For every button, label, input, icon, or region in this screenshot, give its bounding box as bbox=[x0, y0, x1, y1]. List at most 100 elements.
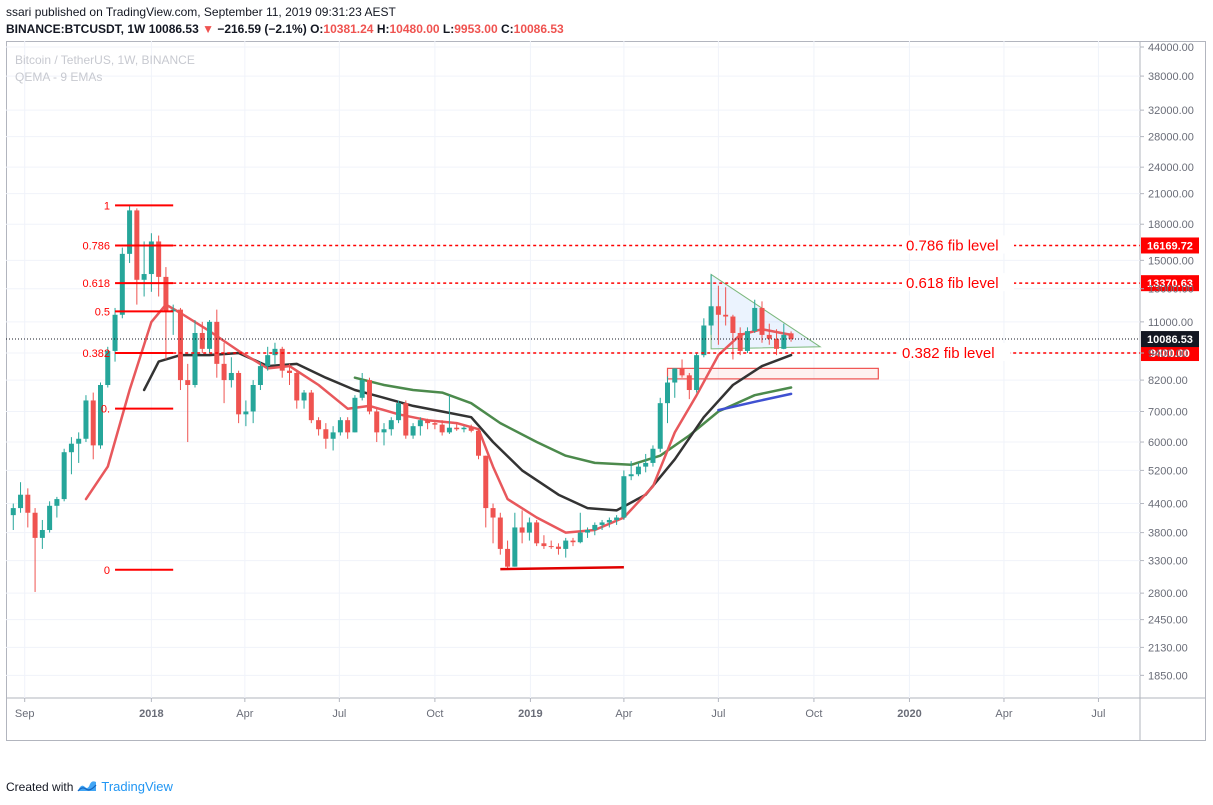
candle-body bbox=[374, 411, 380, 433]
candle bbox=[490, 503, 496, 544]
candle-body bbox=[534, 522, 540, 544]
candle-body bbox=[236, 372, 242, 415]
candle-body bbox=[359, 380, 365, 398]
candle-body bbox=[635, 466, 641, 475]
candle bbox=[483, 455, 489, 528]
candle-body bbox=[83, 400, 89, 439]
candle-body bbox=[381, 429, 387, 433]
candle bbox=[657, 397, 663, 453]
candle bbox=[214, 309, 220, 378]
y-tick-label: 4400.00 bbox=[1148, 499, 1188, 511]
candle bbox=[708, 274, 714, 335]
candle bbox=[686, 372, 692, 400]
fib-level-label: 0.5 bbox=[95, 306, 110, 318]
candle-body bbox=[599, 522, 605, 525]
candle-body bbox=[701, 325, 707, 356]
x-tick-label: Apr bbox=[236, 708, 253, 720]
candle bbox=[425, 418, 431, 430]
candle bbox=[272, 342, 278, 364]
y-tick-label: 8200.00 bbox=[1148, 375, 1188, 387]
candle bbox=[737, 327, 743, 356]
footer: Created with TradingView bbox=[6, 779, 173, 794]
candle-body bbox=[563, 540, 569, 549]
candle-body bbox=[432, 423, 438, 425]
candle-body bbox=[781, 334, 787, 349]
candle bbox=[774, 329, 780, 356]
candle bbox=[105, 346, 111, 388]
candle-body bbox=[497, 517, 503, 549]
candle bbox=[752, 299, 758, 333]
candle bbox=[417, 417, 423, 436]
fib-level-label: 0.786 bbox=[83, 240, 111, 252]
time-axis[interactable]: Sep 2018 Apr Jul Oct 2019 Apr Jul Oct 2020 Apr Jul bbox=[15, 698, 1106, 720]
candle bbox=[18, 482, 24, 513]
price-badge bbox=[1141, 275, 1199, 292]
candle bbox=[766, 323, 772, 345]
candle bbox=[294, 370, 300, 409]
candle-body bbox=[39, 530, 45, 538]
candle bbox=[127, 205, 133, 264]
watermark-title: Bitcoin / TetherUS, 1W, BINANCE bbox=[15, 53, 195, 67]
candle-body bbox=[243, 411, 249, 415]
fib-level-label: 0.618 bbox=[83, 278, 111, 290]
candle bbox=[265, 346, 271, 371]
candle-body bbox=[512, 527, 518, 567]
author-name[interactable]: ssari bbox=[6, 5, 32, 19]
candle bbox=[701, 318, 707, 358]
candle-body bbox=[657, 403, 663, 449]
candle-body bbox=[156, 241, 162, 277]
price-chart[interactable]: Bitcoin / TetherUS, 1W, BINANCE QEMA - 9… bbox=[6, 41, 1206, 741]
candle bbox=[352, 395, 358, 433]
candle bbox=[54, 496, 60, 518]
candle-body bbox=[185, 380, 191, 385]
candle bbox=[374, 408, 380, 443]
candle-body bbox=[708, 306, 714, 326]
candle bbox=[83, 395, 89, 443]
candle bbox=[366, 377, 372, 415]
candle-body bbox=[730, 316, 736, 333]
x-tick-label: Jul bbox=[711, 708, 725, 720]
candle-body bbox=[454, 427, 460, 430]
symbol-label: BINANCE:BTCUSDT, 1W bbox=[6, 22, 146, 36]
candle bbox=[679, 359, 685, 378]
candle bbox=[723, 287, 729, 326]
candle-body bbox=[403, 403, 409, 436]
candle-body bbox=[752, 307, 758, 332]
price-axis[interactable]: 1850.00 2130.00 2450.00 2800.00 3300.00 3800.… bbox=[1140, 42, 1194, 682]
fib-label-bg bbox=[898, 343, 1010, 362]
candle-body bbox=[127, 210, 133, 254]
close-label: C: bbox=[500, 22, 514, 36]
tradingview-logo-icon bbox=[77, 781, 97, 792]
x-tick-label: 2019 bbox=[518, 708, 542, 720]
candle-body bbox=[665, 382, 670, 404]
candle-body bbox=[316, 420, 322, 430]
candle-body bbox=[672, 368, 678, 383]
price-badge-text: 16169.72 bbox=[1147, 240, 1193, 252]
candle bbox=[287, 363, 292, 385]
fib-level-label: 0. bbox=[101, 404, 110, 416]
candle bbox=[534, 519, 540, 547]
candle-body bbox=[192, 332, 198, 385]
candle bbox=[672, 368, 678, 398]
candle bbox=[148, 233, 154, 292]
y-tick-label: 21000.00 bbox=[1148, 189, 1194, 201]
created-with-label: Created with bbox=[6, 779, 74, 794]
candle-body bbox=[555, 546, 561, 549]
candle bbox=[614, 515, 620, 525]
candle-body bbox=[98, 384, 103, 446]
candle-body bbox=[112, 314, 118, 351]
brand-label[interactable]: TradingView bbox=[101, 779, 173, 794]
candle-body bbox=[585, 530, 591, 533]
chart-area[interactable]: Bitcoin / TetherUS, 1W, BINANCE QEMA - 9… bbox=[6, 41, 1206, 741]
candle bbox=[68, 437, 74, 475]
candles bbox=[10, 205, 794, 592]
publish-line: ssari published on TradingView.com, Sept… bbox=[6, 4, 564, 21]
candle-body bbox=[628, 474, 634, 477]
candle bbox=[781, 323, 787, 350]
y-tick-label: 5200.00 bbox=[1148, 465, 1188, 477]
open-label: O: bbox=[310, 22, 324, 36]
candle-body bbox=[621, 476, 627, 518]
candle-body bbox=[250, 384, 256, 412]
candle bbox=[628, 461, 634, 481]
candle bbox=[388, 417, 394, 436]
